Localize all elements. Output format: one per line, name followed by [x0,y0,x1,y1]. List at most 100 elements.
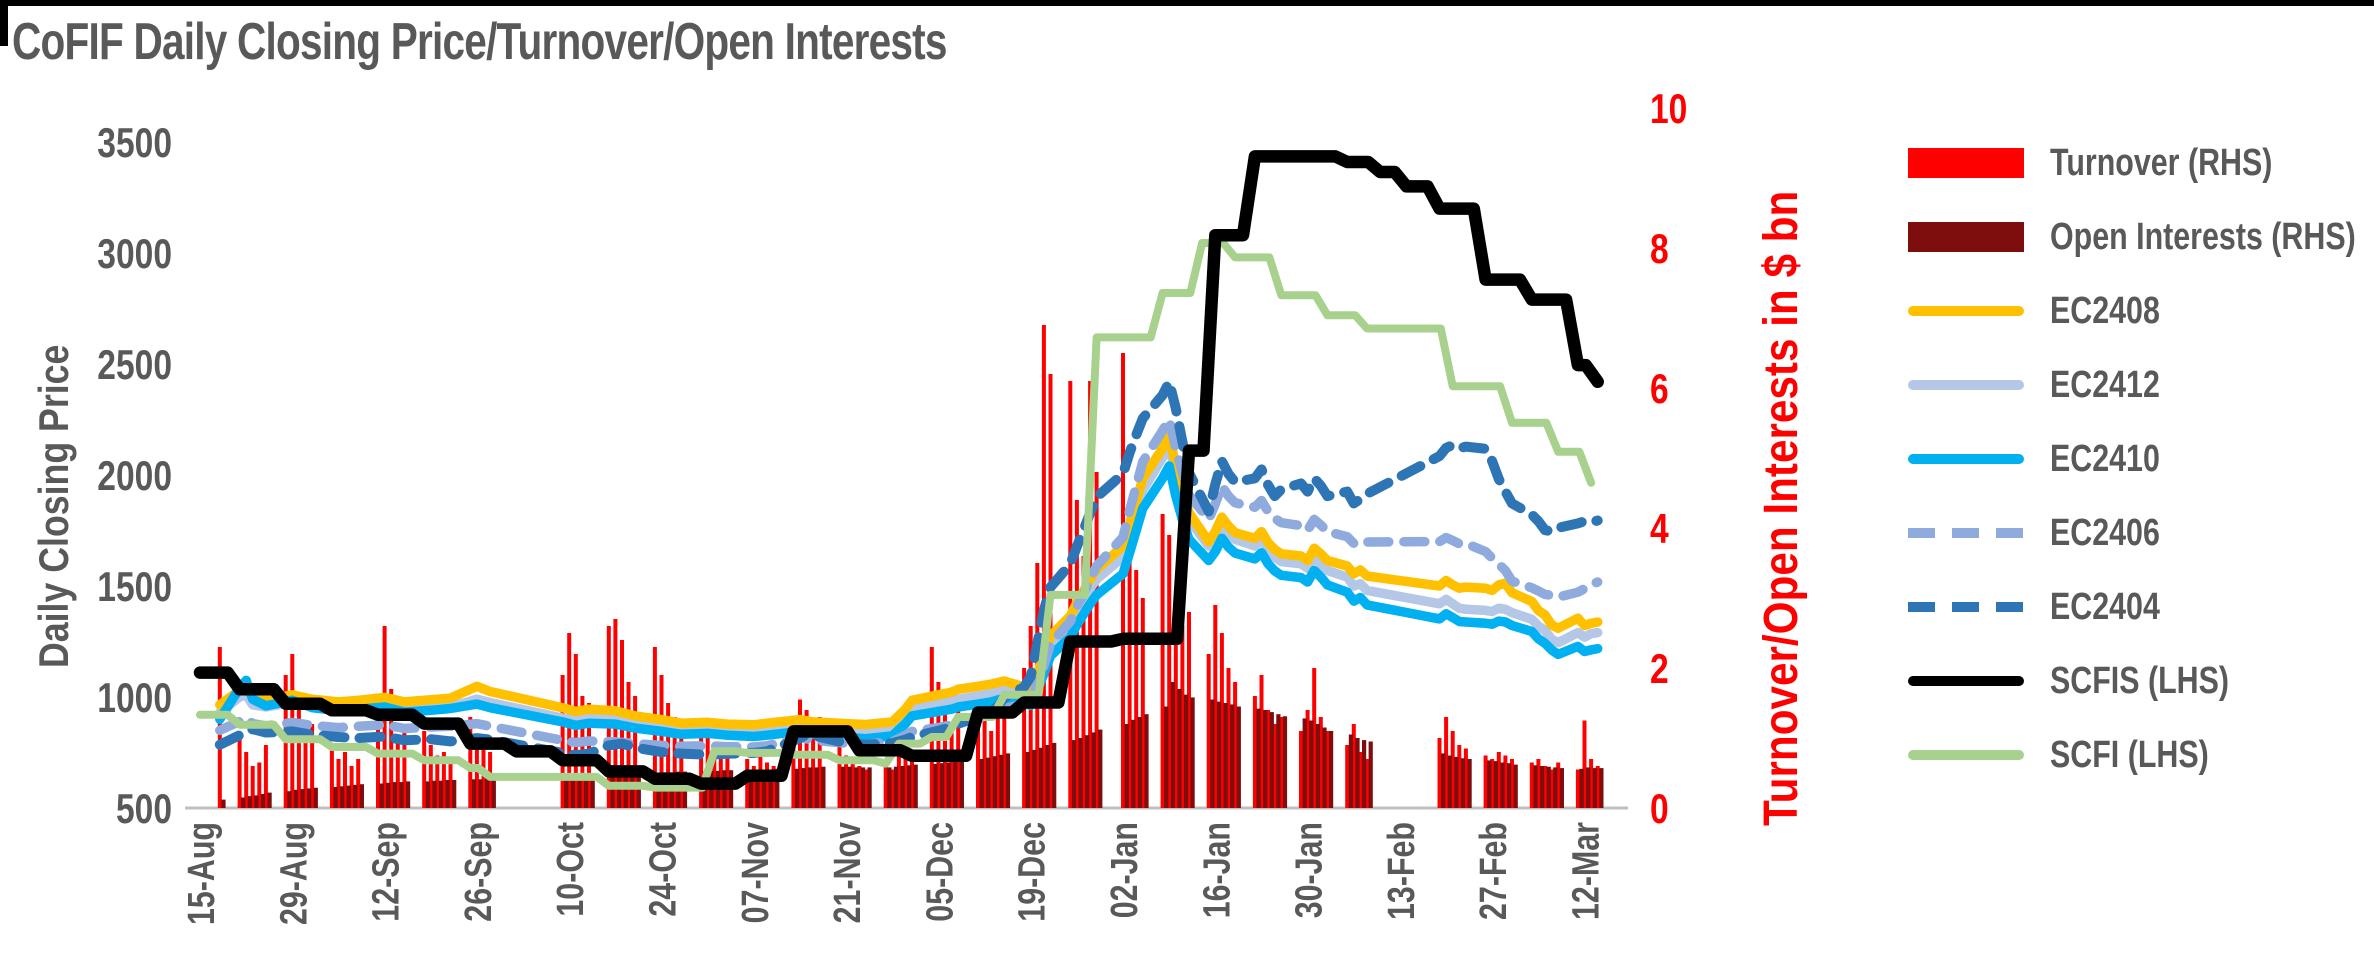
open-interests-bar [1348,734,1353,808]
open-interests-bar [1085,735,1090,808]
turnover-bar [389,689,394,808]
open-interests-bar [1355,738,1360,808]
turnover-bar [1127,514,1132,808]
open-interests-bar [300,789,305,808]
legend-label: Turnover (RHS) [2050,141,2273,184]
turnover-bar [890,769,895,808]
open-interests-bar [1467,759,1472,808]
turnover-bar [356,759,361,808]
turnover-bar [1457,745,1462,808]
open-interests-bar [1131,719,1136,808]
turnover-bar [910,759,914,808]
open-interests-bar [808,767,813,808]
x-axis-tick-12-Mar: 12-Mar [1565,822,1607,920]
open-interests-bar [1216,701,1222,808]
x-axis-tick-26-Sep: 26-Sep [458,822,500,922]
open-interests-bar [1091,732,1096,808]
chart-title: CoFIF Daily Closing Price/Turnover/Open … [12,13,947,71]
left-axis-tick-1500: 1500 [97,565,172,611]
turnover-bar [811,724,816,808]
turnover-bar [1134,570,1139,808]
open-interests-bar [1493,761,1498,808]
turnover-bar [791,731,796,808]
left-axis-tick-1000: 1000 [97,676,172,722]
open-interests-bar [860,767,866,808]
turnover-bar [1299,731,1303,808]
turnover-bar [237,738,242,808]
turnover-bar [441,752,446,808]
x-axis-tick-29-Aug: 29-Aug [273,822,315,925]
open-interests-bar [953,761,958,808]
open-interests-bar [913,764,918,808]
legend-item-ec2404: EC2404 [1908,570,2374,644]
legend-item-ec2408: EC2408 [1908,274,2374,348]
turnover-bar [850,759,855,808]
open-interests-bar [1586,767,1591,808]
legend-line-swatch [1908,454,2024,464]
turnover-bar [1180,626,1185,808]
open-interests-bar [821,766,826,808]
turnover-bar [751,766,756,808]
right-axis-tick-8: 8 [1650,227,1669,273]
turnover-bar [1213,605,1218,808]
open-interests-bar [1098,729,1103,808]
right-axis-tick-6: 6 [1650,367,1669,413]
open-interests-bar [887,767,892,808]
open-interests-bar [340,786,345,808]
open-interests-bar [1553,767,1558,808]
open-interests-bar [287,791,292,808]
series-line-EC2410 [215,461,1603,744]
turnover-bar [1252,696,1257,808]
left-axis-tick-2000: 2000 [97,454,172,500]
turnover-bar [1503,755,1508,808]
open-interests-bar [907,765,912,808]
turnover-bar [481,748,486,808]
series-line-SCFI [196,239,1596,792]
open-interests-bar [1559,768,1564,808]
x-axis-tick-12-Sep: 12-Sep [365,822,407,922]
open-interests-bar [260,794,266,808]
open-interests-bar [1447,755,1452,808]
turnover-bar [1444,717,1449,808]
turnover-bar [1589,759,1594,808]
legend-item-ec2412: EC2412 [1908,348,2374,422]
open-interests-bar [1329,731,1334,808]
turnover-bar [1233,682,1238,808]
open-interests-bar [1507,763,1512,808]
open-interests-bar [1487,760,1492,808]
open-interests-bar [1210,699,1215,808]
turnover-bar [1490,759,1495,808]
x-axis-tick-30-Jan: 30-Jan [1288,822,1330,918]
open-interests-bar [1546,766,1551,808]
open-interests-bar [452,780,457,808]
turnover-bar [1351,724,1356,808]
turnover-bar [1160,514,1165,808]
turnover-bar [765,762,769,808]
window-left-edge [0,0,8,46]
turnover-bar [310,724,315,808]
turnover-bar [976,724,980,808]
turnover-bar [1325,731,1330,808]
open-interests-bar [399,782,404,808]
open-interests-bar [841,766,846,808]
open-interests-bar [1025,752,1030,808]
open-interests-bar [1124,724,1129,808]
open-interests-bar [1164,706,1169,808]
open-interests-bar [1184,694,1189,808]
open-interests-bar [359,784,364,808]
turnover-bar [435,755,440,808]
turnover-bar [422,731,427,808]
open-interests-bar [1533,765,1538,808]
open-interests-bar [617,774,622,808]
open-interests-bar [221,799,226,808]
left-axis-tick-3000: 3000 [97,232,172,278]
turnover-bar [1173,598,1178,808]
open-interests-bar [1368,741,1373,808]
open-interests-bar [1599,768,1604,808]
open-interests-bar [1005,753,1011,808]
turnover-bar [771,766,776,808]
turnover-bar [1074,500,1079,808]
legend-item-scfis-lhs: SCFIS (LHS) [1908,644,2374,718]
open-interests-bar [353,784,358,808]
legend: Turnover (RHS) Open Interests (RHS) EC2408… [1908,126,2374,792]
